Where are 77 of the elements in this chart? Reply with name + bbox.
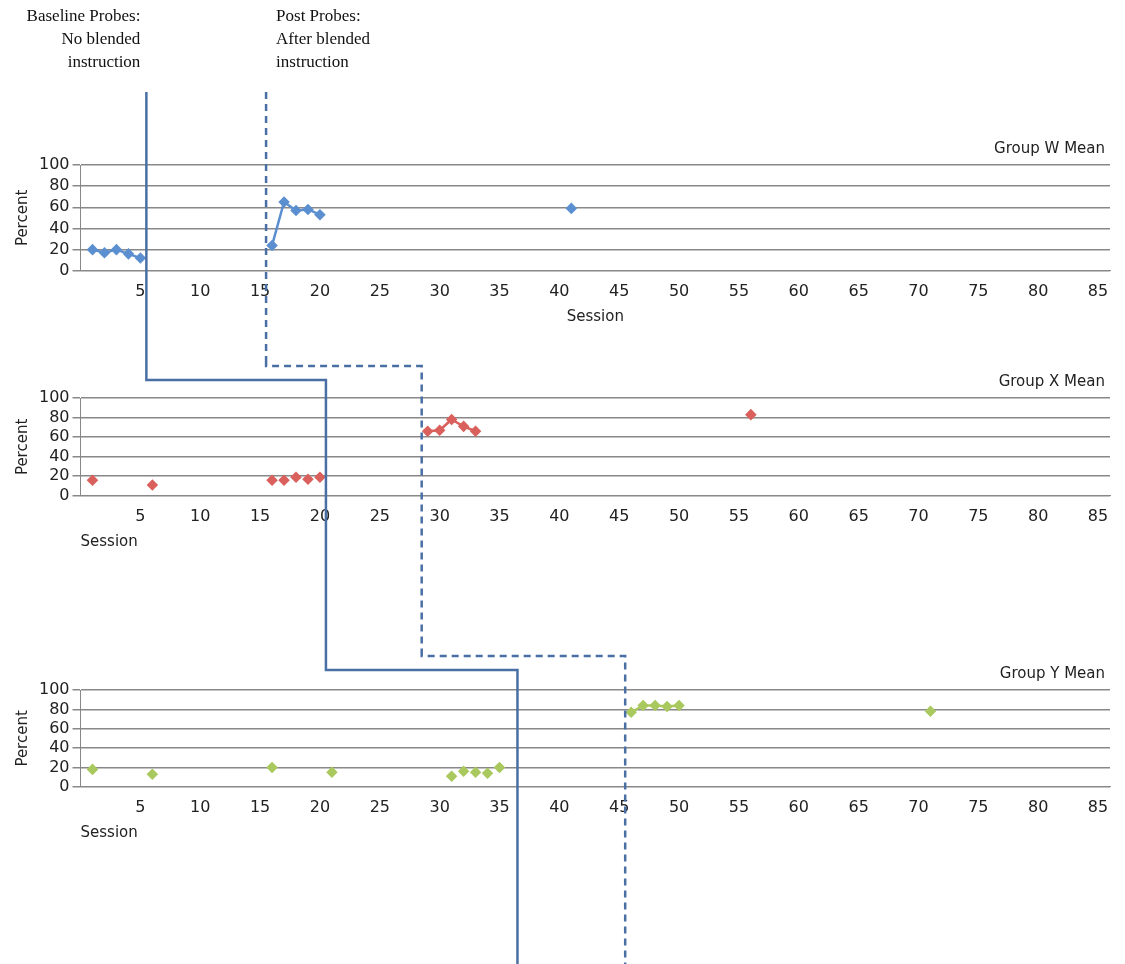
x-tick-label: 30 xyxy=(429,505,450,525)
x-tick-label: 75 xyxy=(968,796,989,816)
x-tick-label: 60 xyxy=(788,505,809,525)
x-tick-label: 10 xyxy=(190,280,211,300)
x-tick-label: 40 xyxy=(549,505,570,525)
x-tick-label: 60 xyxy=(788,280,809,300)
x-tick-label: 45 xyxy=(609,505,630,525)
x-tick-label: 20 xyxy=(309,796,331,816)
y-tick-label: 80 xyxy=(49,698,70,718)
x-tick-label: 75 xyxy=(968,280,989,300)
x-tick-label: 55 xyxy=(728,505,750,525)
x-tick-label: 65 xyxy=(848,505,869,525)
chart-title: Group W Mean xyxy=(994,139,1105,158)
x-tick-label: 65 xyxy=(848,280,869,300)
x-tick-label: 85 xyxy=(1087,280,1109,300)
x-tick-label: 40 xyxy=(549,796,570,816)
x-tick-label: 20 xyxy=(309,280,331,300)
x-tick-label: 35 xyxy=(489,796,510,816)
x-tick-label: 10 xyxy=(190,505,211,525)
y-tick-label: 100 xyxy=(38,679,70,699)
y-tick-label: 20 xyxy=(49,238,70,258)
chart-title: Group Y Mean xyxy=(999,664,1105,683)
x-tick-label: 25 xyxy=(369,505,390,525)
x-tick-label: 60 xyxy=(788,796,809,816)
x-tick-label: 35 xyxy=(489,505,510,525)
x-tick-label: 75 xyxy=(968,505,989,525)
x-tick-label: 70 xyxy=(908,280,929,300)
y-tick-label: 60 xyxy=(49,717,70,737)
y-axis-title: Percent xyxy=(12,710,31,767)
y-tick-label: 40 xyxy=(49,217,70,237)
y-tick-label: 0 xyxy=(59,484,70,504)
x-tick-label: 80 xyxy=(1028,280,1049,300)
x-tick-label: 30 xyxy=(429,280,450,300)
ref-line-label: Post Probes: After blended instruction xyxy=(276,5,371,71)
x-tick-label: 35 xyxy=(489,280,510,300)
x-tick-label: 15 xyxy=(249,505,271,525)
y-tick-label: 20 xyxy=(49,465,70,485)
y-tick-label: 60 xyxy=(49,426,70,446)
y-tick-label: 80 xyxy=(49,175,70,195)
x-tick-label: 50 xyxy=(668,796,690,816)
x-axis-title: Session xyxy=(80,531,138,550)
y-axis-title: Percent xyxy=(12,418,31,476)
x-tick-label: 40 xyxy=(549,280,570,300)
x-tick-label: 25 xyxy=(369,280,390,300)
x-tick-label: 55 xyxy=(728,796,750,816)
y-tick-label: 60 xyxy=(49,196,70,216)
y-tick-label: 40 xyxy=(49,445,70,465)
x-tick-label: 30 xyxy=(429,796,450,816)
ref-line-label: Baseline Probes: No blended instruction xyxy=(26,5,141,71)
x-tick-label: 55 xyxy=(728,280,750,300)
y-axis-title: Percent xyxy=(12,189,31,247)
x-tick-label: 65 xyxy=(848,796,869,816)
x-tick-label: 70 xyxy=(908,796,929,816)
y-tick-label: 100 xyxy=(38,154,70,174)
x-tick-label: 70 xyxy=(908,505,929,525)
y-tick-label: 100 xyxy=(38,387,70,407)
x-tick-label: 85 xyxy=(1087,796,1109,816)
x-tick-label: 5 xyxy=(135,280,146,300)
x-axis-title: Session xyxy=(566,306,624,325)
x-tick-label: 5 xyxy=(135,505,146,525)
y-tick-label: 0 xyxy=(59,259,70,279)
x-tick-label: 45 xyxy=(609,280,630,300)
x-tick-label: 10 xyxy=(190,796,211,816)
y-tick-label: 80 xyxy=(49,406,70,426)
x-tick-label: 25 xyxy=(369,796,390,816)
x-tick-label: 15 xyxy=(249,796,271,816)
y-tick-label: 40 xyxy=(49,737,70,757)
x-tick-label: 85 xyxy=(1087,505,1109,525)
x-tick-label: 50 xyxy=(668,505,690,525)
x-axis-title: Session xyxy=(80,822,138,841)
y-tick-label: 0 xyxy=(59,775,70,795)
x-tick-label: 5 xyxy=(135,796,146,816)
x-tick-label: 80 xyxy=(1028,505,1049,525)
x-tick-label: 80 xyxy=(1028,796,1049,816)
chart-title: Group X Mean xyxy=(998,372,1105,391)
x-tick-label: 50 xyxy=(668,280,690,300)
y-tick-label: 20 xyxy=(49,756,70,776)
